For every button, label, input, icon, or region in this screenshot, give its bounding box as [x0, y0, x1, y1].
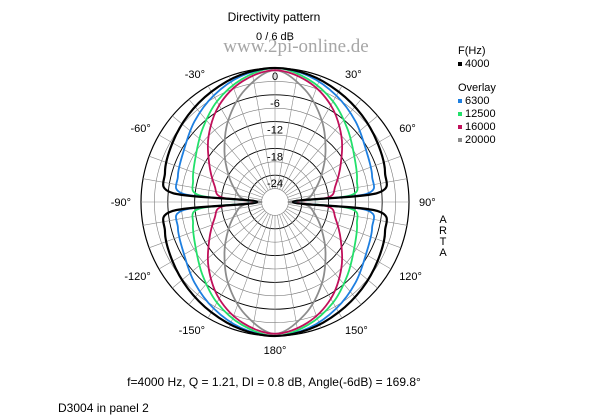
grid-spoke: [283, 212, 362, 305]
legend-swatch: [458, 112, 462, 116]
legend-item-label: 16000: [465, 121, 496, 133]
grid-spoke: [286, 208, 392, 270]
grid-spoke: [228, 214, 271, 329]
series-line-4000: [161, 66, 389, 338]
grid-ring: [261, 188, 289, 216]
grid-spoke: [281, 85, 343, 191]
series-line-16000: [206, 69, 344, 335]
grid-spoke: [286, 134, 392, 196]
grid-spoke: [148, 155, 263, 198]
grid-spoke: [207, 213, 269, 319]
watermark-text: www.2pi-online.de: [223, 36, 368, 57]
grid-spoke: [228, 75, 271, 190]
grid-spoke: [207, 85, 269, 191]
angle-tick-label: -120°: [124, 271, 150, 283]
ring-label: -12: [267, 125, 283, 137]
grid-spoke: [277, 69, 299, 189]
arta-letter: T: [440, 236, 447, 248]
info-line: f=4000 Hz, Q = 1.21, DI = 0.8 dB, Angle(…: [127, 375, 421, 389]
angle-tick-label: 150°: [345, 325, 368, 337]
angle-tick-label: -90°: [111, 197, 131, 209]
radial-top-label: 0 / 6 dB: [256, 31, 294, 43]
legend-swatch: [458, 138, 462, 142]
angle-tick-label: 60°: [399, 123, 416, 135]
arta-letter: A: [439, 247, 447, 259]
legend-frequency-header: F(Hz): [458, 45, 486, 57]
legend-swatch: [458, 62, 462, 66]
angle-tick-label: -30°: [185, 69, 205, 81]
angle-labels: 30° 60° 90° 120° 150° 180° -150° -120° -90° -60° -…: [111, 69, 436, 357]
grid-spoke: [283, 99, 362, 192]
grid-spoke: [251, 69, 273, 189]
series-layer: [161, 66, 389, 338]
grid-spoke: [172, 115, 265, 194]
angle-tick-label: -60°: [130, 123, 150, 135]
grid-spoke: [148, 206, 263, 249]
grid-spoke: [285, 210, 378, 289]
grid-spoke: [158, 208, 264, 270]
grid-spoke: [279, 75, 322, 190]
legend-overlay-header: Overlay: [458, 82, 496, 94]
grid-spoke: [285, 115, 378, 194]
legend-item-label: 6300: [465, 95, 489, 107]
grid-spoke: [251, 215, 273, 335]
chart-labels: Directivity pattern www.2pi-online.de 0 …: [223, 10, 368, 57]
grid-spoke: [281, 213, 343, 319]
angle-tick-label: 30°: [345, 69, 362, 81]
grid-spoke: [158, 134, 264, 196]
ring-label: 0: [272, 71, 278, 83]
legend-item-label: 4000: [465, 58, 489, 70]
panel-label: D3004 in panel 2: [58, 401, 149, 415]
angle-tick-label: 90°: [419, 197, 436, 209]
angle-tick-label: -150°: [179, 325, 205, 337]
arta-letter: R: [439, 225, 447, 237]
arta-letter: A: [439, 214, 447, 226]
grid-spoke: [277, 215, 299, 335]
legend-item-label: 20000: [465, 134, 496, 146]
chart-title: Directivity pattern: [228, 10, 321, 24]
grid-spoke: [188, 212, 267, 305]
ring-label: -24: [267, 178, 283, 190]
grid-spoke: [188, 99, 267, 192]
ring-label: -6: [270, 98, 280, 110]
ring-label: -18: [267, 151, 283, 163]
grid-spoke: [172, 210, 265, 289]
legend-swatch: [458, 125, 462, 129]
grid-spoke: [287, 206, 402, 249]
ring-labels: 0 -6 -12 -18 -24: [267, 71, 283, 190]
grid-spoke: [287, 155, 402, 198]
angle-tick-label: 180°: [264, 345, 287, 357]
grid-spoke: [279, 214, 322, 329]
legend-item-label: 12500: [465, 108, 496, 120]
legend-swatch: [458, 99, 462, 103]
angle-tick-label: 120°: [399, 271, 422, 283]
